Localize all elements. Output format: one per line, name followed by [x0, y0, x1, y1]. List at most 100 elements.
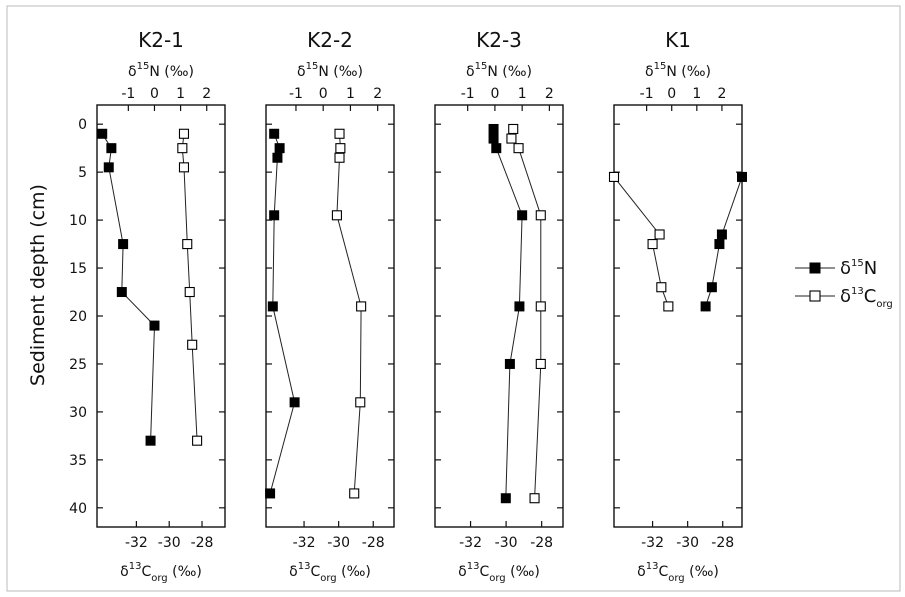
top-tick-label: 2 [717, 86, 726, 102]
top-tick-label: 1 [518, 86, 527, 102]
n15-data-point [272, 152, 283, 163]
n15-data-point [488, 133, 499, 144]
bottom-tick-label: -32 [293, 535, 316, 551]
top-axis-label: δ15N (‰) [645, 61, 711, 80]
y-tick-label: 40 [69, 501, 87, 517]
bottom-axis-label: δ13Corg (‰) [120, 561, 202, 584]
legend-c13-label: δ13Corg [840, 286, 893, 310]
n15-data-point [103, 162, 114, 173]
n15-data-point [289, 397, 300, 408]
n15-data-point [269, 128, 280, 139]
panel-title: K2-1 [138, 28, 184, 52]
top-tick-label: 0 [319, 86, 328, 102]
top-tick-label: 0 [490, 86, 499, 102]
top-tick-label: -1 [121, 86, 135, 102]
n15-data-point [267, 301, 278, 312]
c13-data-point [349, 488, 360, 499]
c13-data-point [334, 128, 345, 139]
c13-data-point [535, 301, 546, 312]
c13-data-point [656, 282, 667, 293]
top-tick-label: 1 [346, 86, 355, 102]
n15-data-point [714, 239, 725, 250]
n15-data-point [706, 282, 717, 293]
c13-data-point [355, 397, 366, 408]
n15-data-point [118, 239, 129, 250]
bottom-tick-label: -30 [495, 535, 518, 551]
n15-data-point [97, 128, 108, 139]
c13-data-point [187, 339, 198, 350]
c13-data-point [506, 133, 517, 144]
c13-data-point [535, 358, 546, 370]
y-axis-label: Sediment depth (cm) [27, 184, 49, 386]
panel-frame [96, 104, 226, 528]
n15-series-line [101, 133, 156, 441]
c13-data-point [647, 239, 658, 250]
c13-data-point [177, 143, 188, 154]
c13-data-point [178, 128, 190, 139]
top-tick-label: 0 [150, 86, 159, 102]
panel-frame [265, 104, 395, 528]
panel-title: K1 [665, 28, 691, 52]
bottom-tick-label: -28 [530, 535, 553, 551]
top-axis-label: δ15N (‰) [297, 61, 363, 80]
bottom-tick-label: -28 [191, 535, 214, 551]
c13-data-point [663, 301, 674, 312]
top-tick-label: 2 [545, 86, 554, 102]
n15-data-point [737, 171, 747, 182]
legend-c13-marker [809, 290, 821, 302]
top-tick-label: -1 [640, 86, 654, 102]
bottom-tick-label: -32 [125, 535, 148, 551]
c13-data-point [654, 229, 665, 240]
n15-data-point [116, 287, 127, 298]
n15-data-point [106, 143, 117, 154]
c13-data-point [182, 239, 193, 250]
bottom-tick-label: -28 [362, 535, 385, 551]
n15-data-point [488, 123, 499, 134]
n15-data-point [716, 229, 727, 240]
c13-data-point [335, 143, 346, 154]
top-tick-label: 1 [176, 86, 185, 102]
c13-data-point [334, 152, 345, 163]
n15-series-line [269, 133, 296, 494]
y-tick-label: 25 [69, 357, 87, 373]
top-tick-label: -1 [461, 86, 475, 102]
c13-data-point [535, 210, 546, 221]
c13-data-point [608, 171, 620, 182]
y-tick-label: 0 [78, 117, 87, 133]
top-axis-label: δ15N (‰) [128, 61, 194, 80]
n15-data-point [269, 210, 280, 221]
c13-data-point [178, 162, 190, 173]
top-tick-label: 2 [373, 86, 382, 102]
bottom-tick-label: -28 [711, 535, 734, 551]
y-tick-label: 5 [78, 165, 87, 181]
bottom-tick-label: -32 [641, 535, 664, 551]
top-tick-label: 2 [202, 86, 211, 102]
bottom-tick-label: -30 [327, 535, 350, 551]
c13-data-point [513, 143, 524, 154]
n15-data-point [491, 143, 502, 154]
n15-data-point [517, 210, 528, 221]
y-tick-label: 15 [69, 261, 87, 277]
panel-frame [613, 104, 743, 528]
top-axis-label: δ15N (‰) [466, 61, 532, 80]
y-tick-label: 20 [69, 309, 87, 325]
n15-data-point [274, 143, 285, 154]
legend-n15-marker [809, 262, 821, 274]
bottom-tick-label: -32 [459, 535, 482, 551]
top-tick-label: 0 [667, 86, 676, 102]
n15-data-point [700, 301, 711, 312]
c13-data-point [192, 435, 203, 446]
legend-n15-label: δ15N [840, 258, 877, 279]
n15-data-point [149, 320, 160, 331]
figure-border [6, 5, 901, 592]
bottom-axis-label: δ13Corg (‰) [637, 561, 719, 584]
c13-series-line [510, 128, 542, 499]
c13-data-point [184, 286, 195, 298]
y-tick-label: 10 [69, 213, 87, 229]
bottom-tick-label: -30 [676, 535, 699, 551]
n15-series-line [493, 129, 523, 499]
c13-data-point [508, 123, 519, 135]
n15-data-point [145, 435, 156, 446]
